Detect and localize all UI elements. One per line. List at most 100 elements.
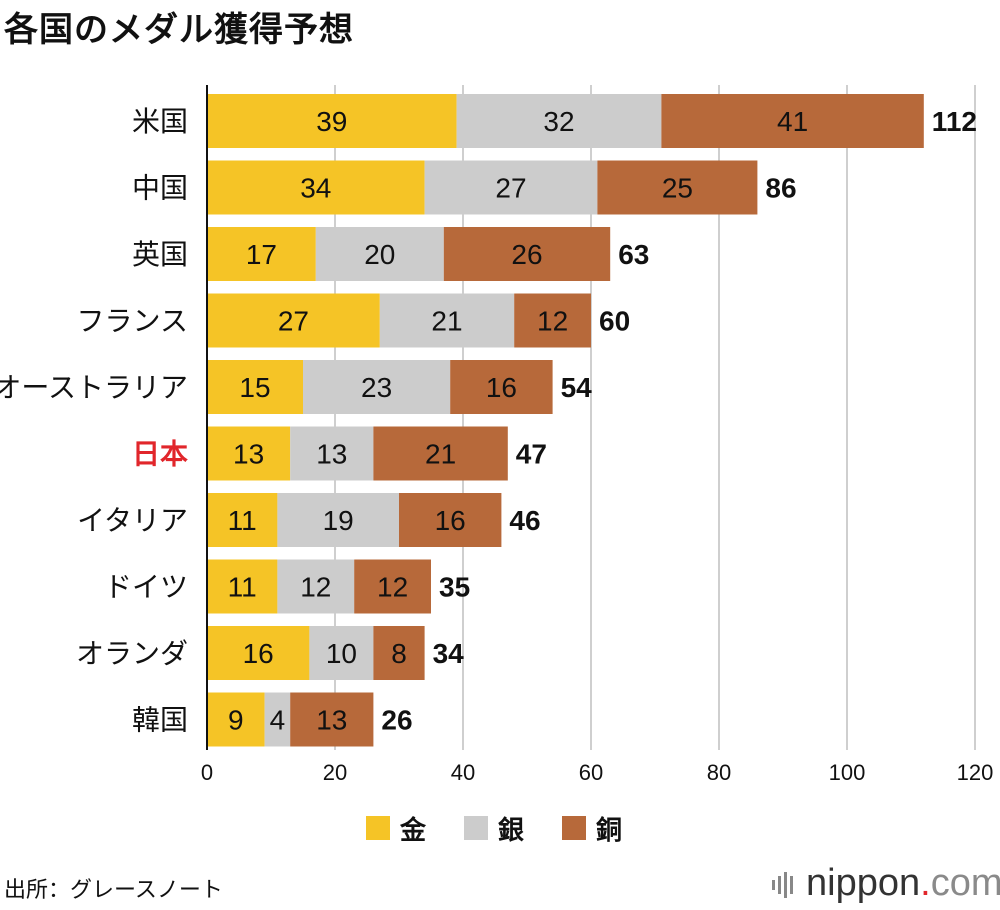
data-label-gold: 13 xyxy=(233,439,264,470)
category-label: 米国 xyxy=(132,105,188,138)
logo-tld: com xyxy=(930,862,1000,904)
bar-segment-gold xyxy=(207,626,310,680)
data-label-gold: 11 xyxy=(228,572,257,603)
bar-segment-gold xyxy=(207,426,291,481)
bar-segment-bronze xyxy=(661,94,924,148)
bar-segment-silver xyxy=(309,626,374,680)
bar-segment-gold xyxy=(207,227,316,281)
total-label: 26 xyxy=(381,705,412,736)
bar-segment-gold xyxy=(207,360,303,414)
bar-segment-bronze xyxy=(373,626,425,680)
category-label: オーストラリア xyxy=(0,371,188,404)
data-label-silver: 10 xyxy=(326,638,357,669)
data-label-gold: 16 xyxy=(243,638,274,669)
total-label: 34 xyxy=(433,638,465,669)
data-label-gold: 9 xyxy=(228,705,244,736)
bar-segment-gold xyxy=(207,559,278,614)
legend: 金 銀 銅 xyxy=(366,810,660,846)
logo-mark-icon xyxy=(772,871,796,898)
logo-dot: . xyxy=(920,862,931,904)
bar-segment-gold xyxy=(207,293,380,348)
total-label: 35 xyxy=(439,572,470,603)
legend-item-silver: 銀 xyxy=(464,810,524,847)
total-label: 63 xyxy=(618,239,649,270)
data-label-silver: 12 xyxy=(300,572,331,603)
bar-segment-bronze xyxy=(514,293,591,348)
data-label-gold: 39 xyxy=(316,106,347,137)
total-label: 112 xyxy=(932,106,977,137)
bar-segment-bronze xyxy=(373,426,508,481)
legend-swatch-gold xyxy=(366,816,390,840)
category-label: オランダ xyxy=(76,637,188,670)
data-label-silver: 23 xyxy=(361,372,392,403)
bar-segment-bronze xyxy=(354,559,431,614)
bar-segment-silver xyxy=(277,493,399,547)
legend-label-silver: 銀 xyxy=(498,815,525,846)
data-label-bronze: 13 xyxy=(316,705,347,736)
x-tick-label: 100 xyxy=(829,760,866,785)
category-label: ドイツ xyxy=(104,571,188,604)
data-label-bronze: 12 xyxy=(537,306,568,337)
data-label-silver: 20 xyxy=(364,239,395,270)
total-label: 54 xyxy=(561,372,593,403)
category-label: 英国 xyxy=(132,238,188,271)
bar-segment-bronze xyxy=(450,360,553,414)
total-label: 46 xyxy=(509,505,540,536)
data-label-gold: 11 xyxy=(228,505,257,536)
bar-segment-silver xyxy=(315,227,444,281)
total-label: 47 xyxy=(516,439,547,470)
data-label-bronze: 8 xyxy=(391,638,407,669)
data-label-bronze: 26 xyxy=(511,239,542,270)
data-label-bronze: 25 xyxy=(662,173,693,204)
data-label-gold: 27 xyxy=(278,306,309,337)
data-label-silver: 13 xyxy=(316,439,347,470)
data-label-silver: 32 xyxy=(543,106,574,137)
bar-segment-bronze xyxy=(597,160,758,215)
data-label-bronze: 41 xyxy=(777,106,808,137)
x-tick-label: 60 xyxy=(579,760,603,785)
x-tick-label: 80 xyxy=(707,760,731,785)
category-label: 中国 xyxy=(132,172,188,205)
data-label-gold: 17 xyxy=(246,239,277,270)
category-label: イタリア xyxy=(77,504,188,537)
bar-segment-silver xyxy=(379,293,515,348)
legend-swatch-silver xyxy=(464,816,489,840)
total-label: 86 xyxy=(765,173,796,204)
bar-segment-gold xyxy=(207,692,265,747)
data-label-silver: 21 xyxy=(431,306,462,337)
bar-segment-silver xyxy=(277,559,355,614)
x-tick-label: 20 xyxy=(323,760,347,785)
data-label-gold: 15 xyxy=(239,372,270,403)
legend-item-bronze: 銅 xyxy=(562,810,622,847)
bar-segment-silver xyxy=(424,160,598,215)
bar-segment-bronze xyxy=(290,692,374,747)
bar-segment-gold xyxy=(207,160,425,215)
category-label: フランス xyxy=(77,305,188,338)
logo-name: nippon xyxy=(806,862,921,904)
bar-segment-bronze xyxy=(399,493,502,547)
data-label-bronze: 12 xyxy=(377,572,408,603)
data-label-bronze: 16 xyxy=(435,505,466,536)
data-label-bronze: 21 xyxy=(425,439,456,470)
data-label-silver: 19 xyxy=(323,505,354,536)
category-label: 日本 xyxy=(132,438,188,471)
bar-segment-silver xyxy=(290,426,374,481)
source-note: 出所：グレースノート xyxy=(4,878,223,903)
bar-segment-silver xyxy=(456,94,662,148)
x-tick-label: 120 xyxy=(957,760,994,785)
x-tick-label: 40 xyxy=(451,760,475,785)
bar-segment-silver xyxy=(264,692,291,747)
category-label: 韓国 xyxy=(132,704,188,737)
legend-label-bronze: 銅 xyxy=(596,815,623,846)
legend-swatch-bronze xyxy=(562,816,587,840)
bar-segment-gold xyxy=(207,94,457,148)
data-label-silver: 4 xyxy=(270,705,286,736)
nippon-logo: nippon.com xyxy=(772,862,1000,905)
legend-label-gold: 金 xyxy=(400,815,427,846)
data-label-gold: 34 xyxy=(300,173,331,204)
data-label-bronze: 16 xyxy=(486,372,517,403)
legend-item-gold: 金 xyxy=(366,810,426,847)
data-label-silver: 27 xyxy=(495,173,526,204)
total-label: 60 xyxy=(599,306,630,337)
bar-segment-silver xyxy=(303,360,451,414)
